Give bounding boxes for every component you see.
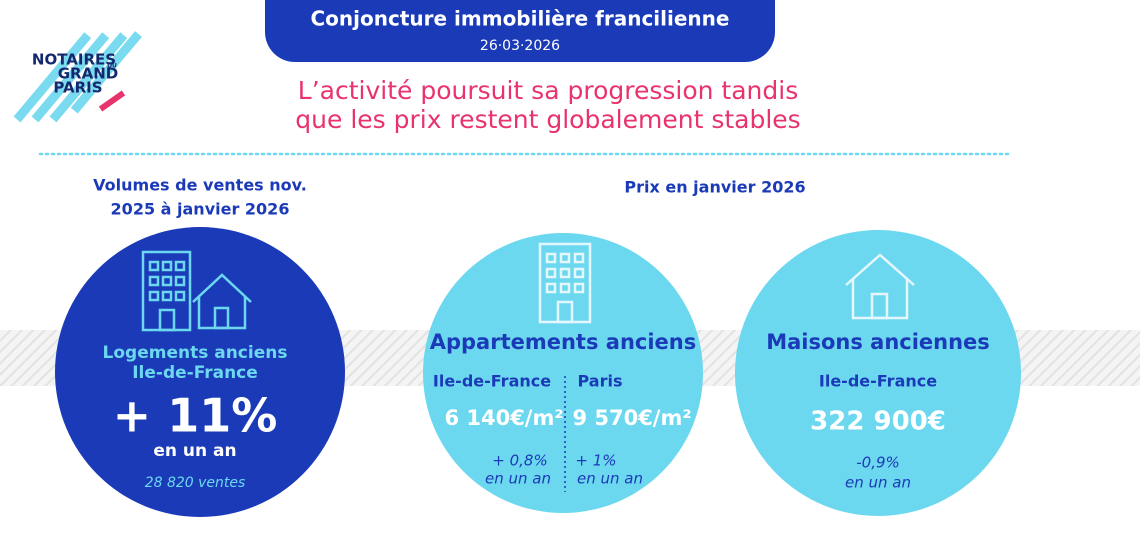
period: en un an (577, 470, 643, 488)
volume-period: en un an (153, 441, 236, 461)
apartment-title: Appartements anciens (430, 330, 697, 354)
logo-text: PARIS (53, 79, 102, 97)
period: en un an (845, 474, 911, 492)
section-heading: 2025 à janvier 2026 (111, 200, 290, 219)
headline: que les prix restent globalement stables (295, 105, 800, 134)
volume-label: Ile-de-France (132, 363, 258, 383)
region: Ile-de-France (433, 372, 551, 391)
volume-circle (55, 227, 345, 517)
building-house-icon (141, 250, 252, 332)
logo: NOTAIRES DU GRAND PARIS (13, 31, 142, 123)
house-circle (735, 230, 1021, 516)
volume-value: + 11% (113, 389, 278, 443)
headline: L’activité poursuit sa progression tandi… (298, 76, 798, 105)
period: en un an (485, 470, 551, 488)
date: 26·03·2026 (480, 38, 560, 54)
house-icon (845, 253, 915, 320)
logo-text: GRAND (58, 65, 118, 83)
apartment-circle (423, 233, 703, 513)
section-heading: Prix en janvier 2026 (624, 178, 805, 197)
logo-text: DU (107, 63, 117, 70)
title-banner (265, 0, 775, 62)
price: 6 140€/m² (444, 406, 563, 430)
logo-text: NOTAIRES (32, 51, 116, 69)
building-icon (538, 242, 592, 324)
price: 9 570€/m² (572, 406, 691, 430)
change: + 1% (575, 452, 616, 470)
volume-label: Logements anciens (103, 343, 288, 363)
change: -0,9% (856, 454, 900, 472)
change: + 0,8% (492, 452, 547, 470)
region: Paris (578, 372, 623, 391)
price: 322 900€ (810, 407, 946, 437)
title: Conjoncture immobilière francilienne (311, 7, 730, 31)
house-title: Maisons anciennes (766, 330, 990, 354)
section-heading: Volumes de ventes nov. (93, 176, 307, 195)
region: Ile-de-France (819, 372, 937, 391)
volume-note: 28 820 ventes (145, 475, 246, 491)
